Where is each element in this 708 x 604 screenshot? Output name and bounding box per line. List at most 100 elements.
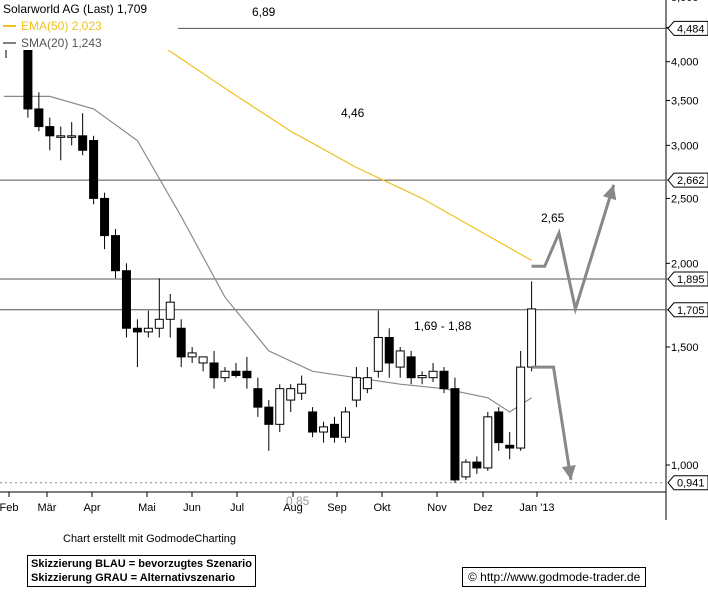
x-tick-label: Apr [83,502,100,514]
candle-body [384,336,394,364]
candle-body [461,461,471,478]
candle-body [527,308,537,368]
scenario-arrow-line [531,184,616,315]
candle-body [100,197,110,237]
scenario-line-grey: Skizzierung GRAU = Alternativszenario [31,572,236,584]
x-tick-label: Jun [183,502,201,514]
annotation-446: 4,46 [341,106,365,120]
level-price-label: 2,662 [677,175,705,187]
scenario-line-blue: Skizzierung BLAU = bevorzugtes Szenario [31,558,252,570]
candle-body [78,135,88,151]
candle-body [275,388,285,425]
scenario-arrow-head [602,184,617,201]
x-tick-label: Jul [230,502,244,514]
level-price-label: 1,705 [677,305,705,317]
candle-body [362,377,372,390]
legend-label-ema50: EMA(50) 2,023 [21,18,102,33]
x-tick-label: Dez [473,502,493,514]
level-price-tag [667,475,708,491]
chart-credit: Chart erstellt mit GodmodeCharting [63,533,237,545]
candle-body [154,318,164,329]
legend-label-sma20: SMA(20) 1,243 [21,35,102,50]
candle-body [340,411,350,438]
candle-body [472,461,482,469]
level-price-tag [667,302,708,318]
x-tick-label: Jan '13 [519,502,554,514]
ema50-swatch [3,24,16,27]
scenario-arrow-line [531,365,573,481]
y-tick-label: 1,500 [671,342,699,354]
y-tick-label: 5,000 [671,0,699,4]
annotation-265: 2,65 [541,211,565,225]
candle-body [111,235,120,272]
y-tick-label: 2,000 [671,258,699,270]
level-price-tag [667,20,708,36]
y-tick-label: 3,500 [671,96,699,108]
candle-body [319,426,329,433]
x-tick-label: Mai [138,502,156,514]
y-tick-label: 1,000 [671,460,699,472]
candle-body [264,406,274,425]
level-price-label: 1,895 [677,274,705,286]
candle-body [187,352,197,358]
candle-body [494,411,504,444]
level-price-tag [667,271,708,287]
candle-body [220,370,230,379]
candle-body [439,370,449,390]
candle-body [308,411,318,433]
candle-body [45,126,55,137]
candle-body [297,383,307,394]
candle-body [198,356,208,364]
x-tick-label: Nov [427,502,447,514]
x-tick-label: Aug [283,502,303,514]
candle-body [209,362,219,379]
candle-body [286,388,296,401]
annotation-range: 1,69 - 1,88 [414,319,472,333]
y-tick-label: 3,000 [671,140,699,152]
copyright-link[interactable]: © http://www.godmode-trader.de [462,567,647,587]
legend-item-sma20: SMA(20) 1,243 [0,34,178,51]
legend: Solarworld AG (Last) 1,709 EMA(50) 2,023… [0,0,178,50]
level-price-label: 4,484 [677,23,705,35]
level-price-label: 0,941 [677,478,705,490]
x-tick-label: Mär [38,502,57,514]
y-tick-label: 4,000 [671,57,699,69]
candle-body [121,270,131,329]
legend-item-price: Solarworld AG (Last) 1,709 [0,0,178,17]
annotation-689: 6,89 [252,5,276,19]
x-tick-label: Okt [373,502,390,514]
candle-body [89,140,99,199]
candle-body [253,388,263,408]
sma20-line [3,95,532,413]
candle-body [176,327,186,358]
annotation-085: 0,85 [286,494,310,508]
legend-item-ema50: EMA(50) 2,023 [0,17,178,34]
candle-body [56,135,66,138]
y-tick-label: 2,500 [671,193,699,205]
candle-body [483,416,493,469]
candle-body [330,423,339,438]
scenario-box: Skizzierung BLAU = bevorzugtes Szenario … [27,555,256,587]
candle-body [132,327,142,333]
candle-body [34,108,44,128]
candle-body [231,370,241,377]
candle-body [242,370,252,379]
candle-body [165,301,175,320]
candle-body [417,375,427,379]
x-tick-label: Feb [0,502,18,514]
scenario-arrow-head [561,465,576,480]
candle-body [406,356,416,379]
candle-body [516,366,526,449]
candle-body [505,444,515,449]
sma20-swatch [3,41,16,44]
legend-label-price: Solarworld AG (Last) 1,709 [3,1,148,16]
candle-body [351,377,361,401]
candle-body [395,350,405,368]
candle-body [67,135,77,138]
candle-body [373,336,383,372]
candle-body [143,327,153,333]
candle-body [450,388,460,481]
level-price-tag [667,172,708,188]
x-tick-label: Sep [327,502,347,514]
